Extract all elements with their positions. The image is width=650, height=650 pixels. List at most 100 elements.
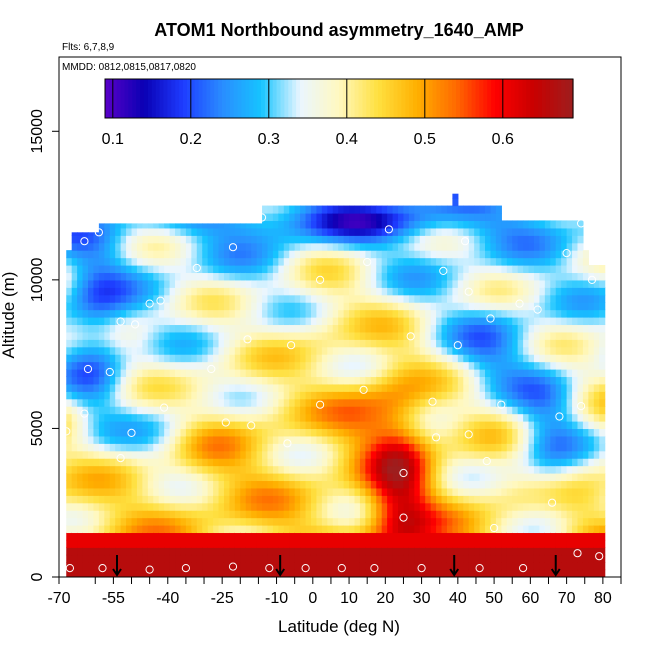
heatmap-cell [381,428,388,437]
heatmap-cell [577,554,584,563]
heatmap-cell [582,302,589,311]
heatmap-cell [191,539,198,548]
heatmap-cell [561,398,568,407]
heatmap-cell [370,435,377,444]
heatmap-cell [218,331,225,340]
heatmap-cell [256,250,263,259]
heatmap-cell [332,443,339,452]
colorbar-swatch [346,79,352,118]
heatmap-cell [164,517,171,526]
heatmap-cell [593,547,600,556]
heatmap-cell [262,369,269,378]
heatmap-cell [191,406,198,415]
heatmap-cell [120,354,127,363]
heatmap-cell [240,428,247,437]
heatmap-cell [452,265,459,274]
heatmap-cell [599,435,606,444]
heatmap-cell [338,465,345,474]
heatmap-cell [501,443,508,452]
heatmap-cell [229,235,236,244]
heatmap-cell [93,257,100,266]
heatmap-cell [300,391,307,400]
heatmap-cell [332,265,339,274]
sample-point [432,433,441,442]
heatmap-cell [512,443,519,452]
heatmap-cell [599,331,606,340]
heatmap-cell [506,465,513,474]
heatmap-cell [185,279,192,288]
heatmap-cell [169,354,176,363]
heatmap-cell [278,257,285,266]
heatmap-cell [387,220,394,229]
heatmap-cell [153,391,160,400]
heatmap-cell [359,272,366,281]
heatmap-cell [191,265,198,274]
heatmap-cell [528,391,535,400]
heatmap-cell [332,324,339,333]
heatmap-cell [452,391,459,400]
heatmap-cell [300,272,307,281]
heatmap-cell [88,554,95,563]
heatmap-cell [370,480,377,489]
heatmap-cell [425,309,432,318]
heatmap-cell [240,406,247,415]
heatmap-cell [294,406,301,415]
heatmap-cell [512,465,519,474]
heatmap-cell [408,406,415,415]
heatmap-cell [310,473,318,482]
heatmap-cell [338,517,345,526]
heatmap-cell [419,450,426,459]
heatmap-cell [365,242,372,251]
heatmap-cell [539,317,546,326]
heatmap-cell [289,346,296,355]
heatmap-cell [452,428,459,437]
heatmap-cell [245,525,252,534]
heatmap-cell [544,257,551,266]
heatmap-cell [468,473,475,482]
heatmap-cell [398,331,405,340]
heatmap-cell [408,480,415,489]
heatmap-cell [142,302,149,311]
heatmap-cell [577,220,584,229]
heatmap-cell [88,354,95,363]
colorbar-swatch [128,79,133,118]
heatmap-cell [283,250,290,259]
heatmap-cell [310,235,318,244]
heatmap-cell [196,302,203,311]
heatmap-cell [398,487,405,496]
heatmap-cell [414,443,421,452]
heatmap-cell [359,376,366,385]
heatmap-cell [272,265,279,274]
heatmap-cell [370,331,377,340]
heatmap-cell [316,465,323,474]
heatmap-cell [245,569,252,577]
heatmap-cell [403,502,410,511]
heatmap-cell [321,376,328,385]
heatmap-cell [256,361,263,370]
heatmap-cell [403,324,410,333]
colorbar-swatch [374,79,379,118]
heatmap-cell [256,458,263,467]
heatmap-cell [566,398,573,407]
heatmap-cell [430,250,437,259]
heatmap-cell [115,391,122,400]
heatmap-cell [245,539,252,548]
heatmap-cell [577,257,584,266]
heatmap-cell [365,220,372,229]
heatmap-cell [561,317,568,326]
heatmap-cell [533,279,541,288]
heatmap-cell [446,547,453,556]
heatmap-cell [126,413,133,422]
heatmap-cell [321,369,328,378]
heatmap-cell [147,502,154,511]
heatmap-cell [506,428,513,437]
heatmap-cell [436,369,443,378]
heatmap-cell [185,502,192,511]
heatmap-cell [305,205,312,214]
heatmap-cell [403,517,410,526]
heatmap-cell [446,517,453,526]
heatmap-cell [98,502,105,511]
heatmap-cell [354,294,361,303]
heatmap-cell [321,487,328,496]
heatmap-cell [419,361,426,370]
